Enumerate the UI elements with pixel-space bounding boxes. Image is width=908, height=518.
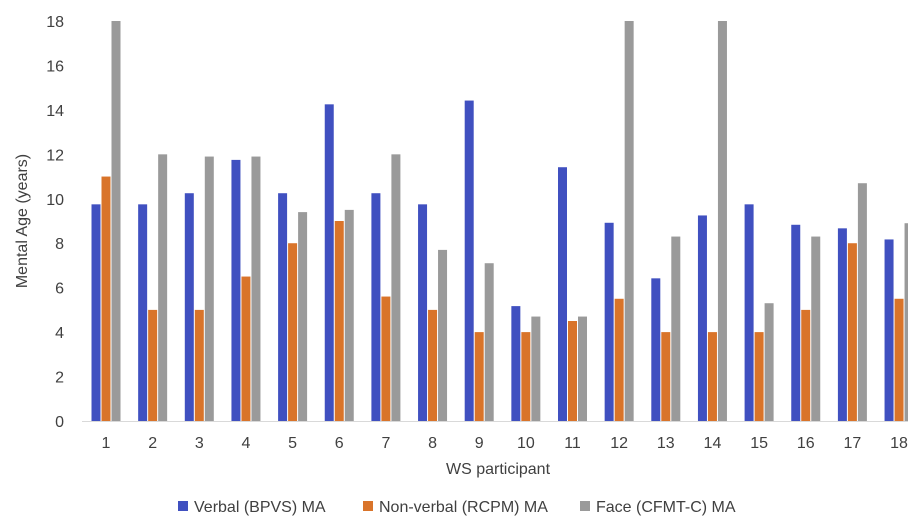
x-tick-label: 17	[844, 435, 862, 452]
bar	[837, 228, 847, 421]
legend-swatch	[178, 501, 188, 511]
bar	[288, 243, 298, 421]
y-tick-label: 0	[55, 414, 64, 431]
bar	[744, 204, 754, 421]
legend-swatch	[363, 501, 373, 511]
bar	[231, 159, 241, 421]
bar	[111, 21, 121, 421]
bar	[334, 221, 344, 421]
bar	[464, 100, 474, 422]
y-tick-label: 12	[46, 147, 64, 164]
bar	[521, 332, 531, 421]
x-tick-label: 3	[195, 435, 204, 452]
bar	[91, 204, 101, 421]
bar	[884, 239, 894, 421]
x-axis-title: WS participant	[446, 461, 551, 478]
bar	[428, 309, 438, 421]
bar	[894, 298, 904, 421]
y-tick-label: 2	[55, 370, 64, 387]
bar	[184, 193, 194, 421]
x-tick-label: 16	[797, 435, 815, 452]
x-tick-label: 11	[564, 435, 581, 452]
x-tick-label: 18	[890, 435, 908, 452]
x-axis-ticks: 1 2 3 4 5 6 7 8 9 10 11 12 13 14 15 16 17 18	[102, 435, 908, 452]
legend-swatch	[580, 501, 590, 511]
x-tick-label: 14	[704, 435, 722, 452]
y-tick-label: 18	[46, 14, 64, 31]
x-tick-label: 8	[428, 435, 437, 452]
bar	[298, 212, 308, 421]
bar	[801, 309, 811, 421]
bar	[484, 263, 494, 421]
bar	[568, 321, 577, 421]
y-tick-label: 10	[46, 192, 64, 209]
bar	[764, 303, 774, 421]
bar	[204, 156, 214, 422]
x-tick-label: 5	[288, 435, 297, 452]
x-tick-label: 10	[517, 435, 535, 452]
bar	[604, 222, 614, 421]
y-tick-label: 14	[46, 103, 64, 120]
bar	[438, 249, 448, 421]
bar	[671, 236, 681, 421]
bar	[251, 156, 261, 422]
bar	[391, 154, 401, 422]
bar	[697, 215, 707, 421]
bar	[241, 276, 251, 421]
x-tick-label: 13	[657, 435, 675, 452]
y-axis-title: Mental Age (years)	[14, 154, 31, 288]
bar	[904, 223, 908, 421]
bar	[717, 21, 727, 421]
y-tick-label: 4	[55, 325, 64, 342]
x-tick-label: 4	[241, 435, 250, 452]
y-axis-ticks: 0 2 4 6 8 10 12 14 16 18	[46, 14, 64, 431]
bar	[558, 167, 567, 421]
bar	[707, 332, 717, 421]
y-tick-label: 16	[46, 58, 64, 75]
bar	[661, 332, 671, 421]
x-tick-label: 7	[381, 435, 390, 452]
bar	[531, 316, 541, 421]
bar	[278, 193, 288, 421]
bar	[754, 332, 764, 421]
y-tick-label: 6	[55, 281, 64, 298]
legend-label: Face (CFMT-C) MA	[596, 499, 736, 516]
bar	[474, 332, 484, 421]
bar	[138, 204, 148, 421]
bar	[344, 209, 354, 421]
legend-label: Non-verbal (RCPM) MA	[379, 499, 548, 516]
x-tick-label: 12	[610, 435, 628, 452]
bar	[194, 309, 204, 421]
bar	[371, 193, 381, 421]
bar	[624, 21, 634, 421]
legend-label: Verbal (BPVS) MA	[194, 499, 326, 516]
bar	[511, 306, 521, 421]
bar	[324, 104, 334, 421]
x-tick-label: 15	[750, 435, 768, 452]
bar	[101, 176, 111, 421]
bar	[811, 236, 821, 421]
x-tick-label: 9	[475, 435, 484, 452]
x-tick-label: 1	[102, 435, 111, 452]
bar	[381, 296, 391, 421]
y-tick-label: 8	[55, 236, 64, 253]
bar	[418, 204, 428, 421]
bar	[614, 298, 624, 421]
bar	[791, 224, 801, 421]
legend: Verbal (BPVS) MA Non-verbal (RCPM) MA Face…	[178, 499, 736, 516]
bar	[651, 278, 661, 421]
bar	[578, 316, 587, 421]
x-tick-label: 2	[148, 435, 157, 452]
bar	[158, 154, 168, 422]
bar	[847, 243, 857, 421]
bars	[91, 21, 908, 422]
bar	[857, 183, 867, 421]
bar	[148, 309, 158, 421]
x-tick-label: 6	[335, 435, 344, 452]
